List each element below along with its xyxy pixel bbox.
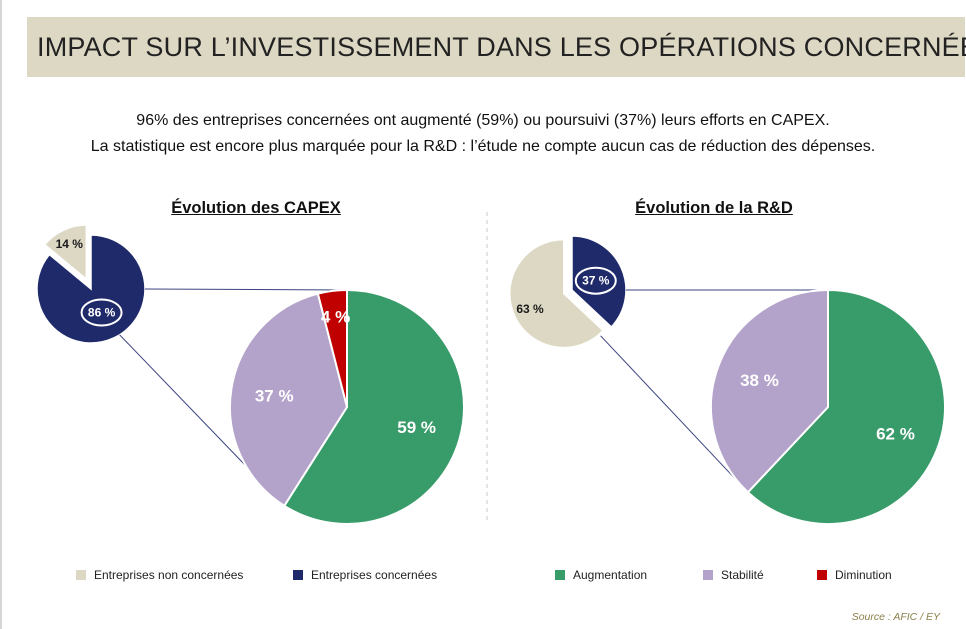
capex-overview-label-entreprises-non-concernees: 14 % [56,237,84,251]
rnd-overview-label-entreprises-non-concernees: 63 % [516,302,544,316]
source-note: Source : AFIC / EY [851,611,940,623]
rnd-detail-label-augmentation: 62 % [876,425,915,444]
capex-chart: 86 % 14 % 59 % 37 % 4 % [36,224,465,525]
chart-title-rnd: Évolution de la R&D [635,199,793,217]
rnd-detail-slice-stabilite [710,288,829,494]
legend-swatch [555,570,565,580]
capex-overview-label-entreprises-concernees: 86 % [88,305,116,319]
rnd-detail-slice-augmentation [746,288,946,525]
rnd-overview-label-entreprises-concernees: 37 % [582,274,610,288]
left-border [0,0,2,629]
legend-item-stable: Stabilité [703,568,764,582]
legend-item-concerned: Entreprises concernées [293,568,437,582]
chart-title-capex: Évolution des CAPEX [171,199,341,217]
title-band: IMPACT SUR L’INVESTISSEMENT DANS LES OPÉ… [27,17,966,77]
legend-swatch [817,570,827,580]
legend-item-non-concerned: Entreprises non concernées [76,568,243,582]
rnd-overview-slice-entreprises-non-concernees [508,238,605,349]
legend-label: Entreprises non concernées [94,568,244,582]
capex-detail-label-stabilite: 37 % [255,386,294,405]
legend-label: Entreprises concernées [311,568,438,582]
capex-overview-slice-entreprises-non-concernees [43,224,88,281]
intro-line-2: La statistique est encore plus marquée p… [90,138,876,155]
legend-swatch [703,570,713,580]
legend-swatch [293,570,303,580]
legend-swatch [76,570,86,580]
capex-overview-highlight-ring [80,298,123,327]
legend-label: Augmentation [573,568,648,582]
rnd-connector-lines [600,289,828,493]
capex-detail-label-diminution: 4 % [321,307,350,326]
rnd-chart: 37 % 63 % 62 % 38 % [508,235,946,525]
legend-label: Diminution [835,568,892,582]
capex-detail-label-augmentation: 59 % [397,418,436,437]
legend-label: Stabilité [721,568,764,582]
legend-item-increase: Augmentation [555,568,647,582]
page-title: IMPACT SUR L’INVESTISSEMENT DANS LES OPÉ… [37,31,966,62]
legend-item-decrease: Diminution [817,568,892,582]
intro-line-1: 96% des entreprises concernées ont augme… [136,112,830,129]
rnd-detail-label-stabilite: 38 % [740,371,779,390]
capex-detail-slice-augmentation [282,288,465,525]
capex-detail-slice-diminution [316,288,348,408]
capex-connector-top [144,288,348,291]
capex-overview-slice-entreprises-concernees [36,234,146,344]
rnd-overview-highlight-ring [574,266,617,295]
rnd-overview-slice-entreprises-concernees [571,235,627,329]
capex-detail-slice-stabilite [229,292,349,508]
rnd-connector-bottom [600,335,749,493]
